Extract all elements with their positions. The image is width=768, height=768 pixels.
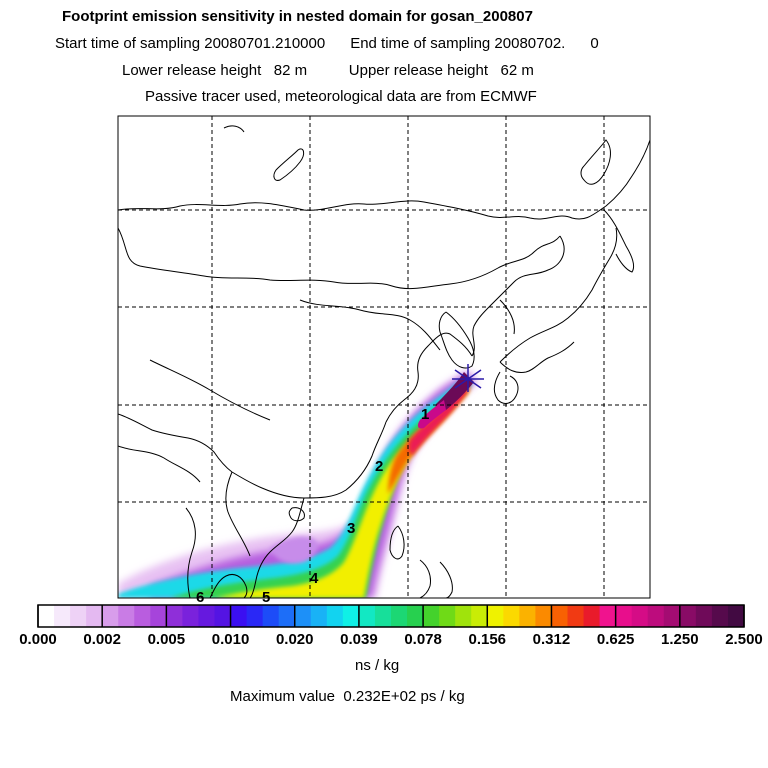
sensitivity-plume — [118, 370, 478, 598]
sampling-time-line: Start time of sampling 20080701.210000 E… — [55, 35, 599, 52]
colorbar-cell — [695, 605, 713, 627]
colorbar-tick-label: 0.312 — [533, 631, 571, 648]
day-marker-6: 6 — [196, 589, 204, 606]
colorbar-cell — [679, 605, 697, 627]
colorbar-cell — [631, 605, 649, 627]
max-value-text: Maximum value 0.232E+02 ps / kg — [230, 688, 465, 705]
colorbar-labels: 0.000 0.002 0.005 0.010 0.020 0.039 0.078 0.156… — [19, 631, 763, 648]
colorbar-cell — [54, 605, 71, 627]
colorbar-cell — [647, 605, 665, 627]
day-marker-5: 5 — [262, 589, 270, 606]
colorbar-tick-label: 0.039 — [340, 631, 378, 648]
colorbar-tick-label: 0.000 — [19, 631, 57, 648]
colorbar-cell — [487, 605, 504, 627]
release-height-line: Lower release height 82 m Upper release … — [122, 62, 534, 79]
colorbar-cell — [615, 605, 633, 627]
colorbar-cells — [38, 605, 745, 627]
colorbar-tick-label: 0.078 — [404, 631, 442, 648]
colorbar-cell — [711, 605, 729, 627]
colorbar-cell — [214, 605, 232, 627]
colorbar-cell — [278, 605, 296, 627]
colorbar-cell — [599, 605, 617, 627]
colorbar-cell — [374, 605, 392, 627]
colorbar-tick-label: 2.500 — [725, 631, 763, 648]
colorbar-tick-label: 0.156 — [468, 631, 506, 648]
colorbar-cell — [663, 605, 681, 627]
colorbar-cell — [230, 605, 248, 627]
colorbar-cell — [391, 605, 408, 627]
map-title: Footprint emission sensitivity in nested… — [62, 8, 533, 25]
colorbar-cell — [118, 605, 135, 627]
colorbar-cell — [150, 605, 167, 627]
colorbar-cell — [727, 605, 745, 627]
colorbar-cell — [38, 605, 55, 627]
day-marker-4: 4 — [310, 570, 319, 587]
colorbar-cell — [294, 605, 312, 627]
colorbar-cell — [134, 605, 151, 627]
tracer-info-line: Passive tracer used, meteorological data… — [145, 88, 537, 105]
lat-lon-grid — [118, 116, 650, 598]
colorbar-tick-label: 0.020 — [276, 631, 314, 648]
colorbar-tick-label: 0.005 — [148, 631, 186, 648]
colorbar-cell — [262, 605, 280, 627]
colorbar-cell — [70, 605, 87, 627]
colorbar-cell — [102, 605, 119, 627]
day-marker-1: 1 — [421, 406, 429, 423]
colorbar-cell — [166, 605, 183, 627]
colorbar-cell — [535, 605, 552, 627]
colorbar-cell — [407, 605, 424, 627]
colorbar-tick-label: 0.002 — [83, 631, 121, 648]
colorbar-cell — [471, 605, 488, 627]
day-marker-3: 3 — [347, 520, 355, 537]
colorbar-cell — [358, 605, 376, 627]
day-markers: 1 2 3 4 5 6 — [196, 406, 429, 606]
colorbar-cell — [423, 605, 440, 627]
colorbar-cell — [182, 605, 199, 627]
colorbar-units: ns / kg — [355, 657, 400, 674]
colorbar-tick-label: 1.250 — [661, 631, 699, 648]
colorbar-tick-label: 0.625 — [597, 631, 635, 648]
colorbar-cell — [551, 605, 568, 627]
colorbar-cell — [310, 605, 328, 627]
day-marker-2: 2 — [375, 458, 383, 475]
colorbar-cell — [583, 605, 601, 627]
colorbar-cell — [519, 605, 536, 627]
coastlines — [118, 125, 650, 598]
star-icon — [452, 364, 484, 392]
colorbar-cell — [503, 605, 520, 627]
colorbar-cell — [567, 605, 585, 627]
colorbar-cell — [455, 605, 472, 627]
colorbar-cell — [439, 605, 456, 627]
colorbar-cell — [246, 605, 264, 627]
colorbar-cell — [326, 605, 344, 627]
colorbar-tick-label: 0.010 — [212, 631, 250, 648]
colorbar-cell — [342, 605, 360, 627]
colorbar-cell — [198, 605, 215, 627]
colorbar-cell — [86, 605, 103, 627]
